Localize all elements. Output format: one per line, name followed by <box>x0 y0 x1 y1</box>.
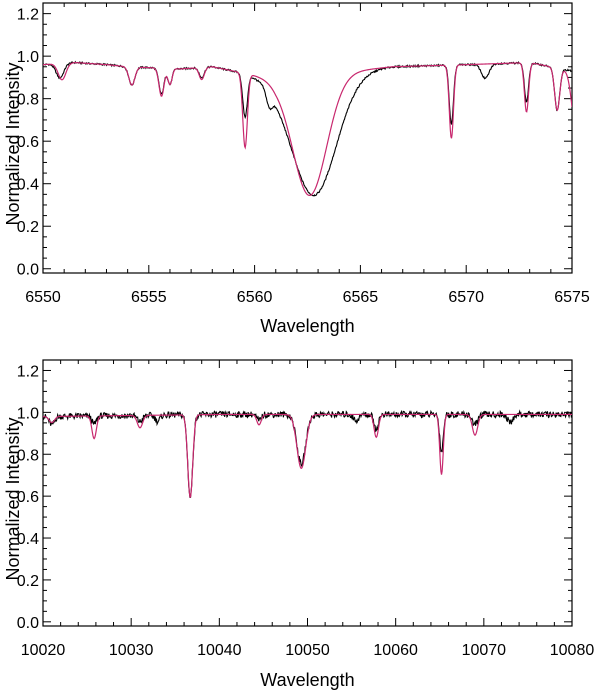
y-tick-label: 0.4 <box>17 177 39 194</box>
x-tick-label: 6550 <box>25 289 61 306</box>
y-tick-label: 0.8 <box>17 447 39 464</box>
y-tick-label: 0.2 <box>17 573 39 590</box>
y-tick-label: 0.2 <box>17 219 39 236</box>
y-tick-label: 1.0 <box>17 49 39 66</box>
near-ir-panel: 10020 10030 10040 10050 10060 10070 10080 0.0 0.… <box>3 359 595 690</box>
y-tick-label: 0.6 <box>17 489 39 506</box>
x-tick-label: 6555 <box>131 289 167 306</box>
x-tick-label: 6575 <box>554 289 590 306</box>
y-tick-label: 0.4 <box>17 531 39 548</box>
y-tick-label: 1.0 <box>17 405 39 422</box>
y-axis-label: Normalized Intensity <box>3 62 23 225</box>
x-tick-label: 10070 <box>462 642 507 659</box>
plot-frame <box>42 359 573 627</box>
x-axis-label: Wavelength <box>260 316 354 336</box>
plot-frame <box>42 2 573 274</box>
y-tick-label: 0.8 <box>17 92 39 109</box>
x-tick-label: 6570 <box>448 289 484 306</box>
x-tick-label: 10040 <box>197 642 242 659</box>
x-tick-label: 10020 <box>21 642 66 659</box>
y-tick-label: 0.0 <box>17 262 39 279</box>
x-tick-label: 6560 <box>237 289 273 306</box>
y-tick-label: 0.6 <box>17 134 39 151</box>
model-spectrum-line <box>43 61 572 197</box>
observed-spectrum-line <box>43 409 572 498</box>
halpha-panel: 6550 6555 6560 6565 6570 6575 0.0 0.2 0.4 0.6 0.8 1… <box>3 2 590 336</box>
observed-spectrum-line <box>43 60 572 197</box>
x-tick-label: 6565 <box>343 289 379 306</box>
y-axis-label: Normalized Intensity <box>3 417 23 580</box>
x-axis-label: Wavelength <box>260 670 354 690</box>
y-tick-label: 0.0 <box>17 615 39 632</box>
x-tick-label: 10060 <box>373 642 418 659</box>
x-tick-label: 10030 <box>109 642 154 659</box>
model-spectrum-line <box>43 413 572 498</box>
y-tick-label: 1.2 <box>17 363 39 380</box>
y-tick-label: 1.2 <box>17 7 39 24</box>
x-tick-label: 10050 <box>285 642 330 659</box>
x-tick-label: 10080 <box>550 642 595 659</box>
